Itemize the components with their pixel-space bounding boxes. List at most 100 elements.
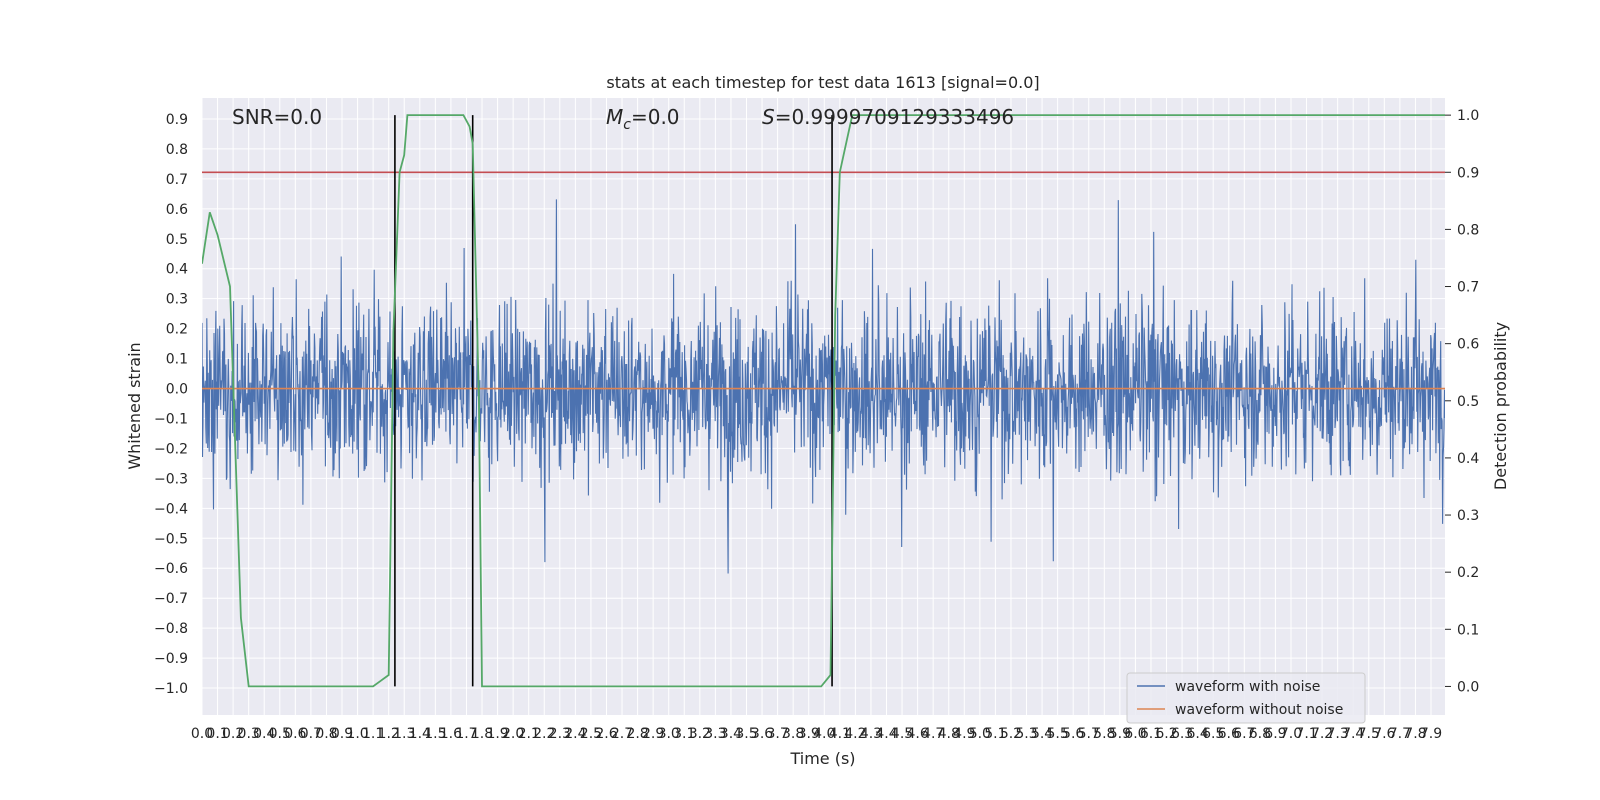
x-tick-label: 1.4 (409, 726, 431, 742)
detection-probability-line (202, 114, 1445, 688)
y-tick-label-right: 0.4 (1457, 451, 1479, 467)
y-tick-label-left: −0.9 (154, 651, 188, 667)
x-tick-label: 6.4 (1187, 726, 1209, 742)
annotation-mc-symbol: M (606, 105, 623, 129)
annotation-snr: SNR=0.0 (232, 105, 322, 129)
x-tick-label: 3.9 (798, 726, 820, 742)
x-tick-label: 0.7 (300, 726, 322, 742)
x-tick-label: 5.5 (1046, 726, 1068, 742)
x-tick-label: 5.8 (1093, 726, 1115, 742)
x-tick-label: 6.1 (1140, 726, 1162, 742)
x-tick-label: 1.8 (471, 726, 493, 742)
x-axis-label: Time (s) (789, 749, 855, 768)
x-tick-label: 1.3 (393, 726, 415, 742)
x-tick-label: 7.6 (1373, 726, 1395, 742)
x-tick-label: 7.9 (1420, 726, 1442, 742)
x-tick-label: 3.3 (704, 726, 726, 742)
y-tick-label-left: −0.2 (154, 441, 188, 457)
x-tick-label: 2.1 (518, 726, 540, 742)
x-tick-label: 5.0 (969, 726, 991, 742)
waveform-with-noise-line (202, 199, 1445, 574)
x-tick-label: 5.1 (984, 726, 1006, 742)
x-tick-label: 1.6 (440, 726, 462, 742)
x-tick-label: 0.8 (315, 726, 337, 742)
x-tick-label: 5.7 (1078, 726, 1100, 742)
x-tick-label: 6.9 (1264, 726, 1286, 742)
y-ticks-right: 0.0 0.1 0.2 0.3 0.4 0.5 0.6 0.7 0.8 0.9 1.0 (1445, 108, 1479, 695)
x-tick-label: 5.4 (1031, 726, 1053, 742)
y-tick-label-right: 0.0 (1457, 679, 1479, 695)
x-tick-label: 4.1 (829, 726, 851, 742)
annotation-mc-value: =0.0 (631, 105, 680, 129)
x-tick-label: 0.9 (331, 726, 353, 742)
legend-label-waveform-without-noise: waveform without noise (1175, 702, 1343, 718)
x-tick-label: 0.4 (253, 726, 275, 742)
x-tick-label: 0.2 (222, 726, 244, 742)
x-tick-label: 1.1 (362, 726, 384, 742)
x-tick-label: 3.8 (782, 726, 804, 742)
chart-title: stats at each timestep for test data 161… (606, 73, 1039, 92)
x-tick-label: 3.6 (751, 726, 773, 742)
x-tick-labels: 0.00.10.20.30.40.50.60.70.80.91.01.11.21… (191, 726, 1442, 742)
x-tick-label: 0.5 (269, 726, 291, 742)
x-tick-label: 7.7 (1389, 726, 1411, 742)
y-tick-label-left: −1.0 (154, 681, 188, 697)
y-tick-label-left: 0.3 (166, 292, 188, 308)
x-tick-label: 4.2 (844, 726, 866, 742)
x-tick-label: 7.2 (1311, 726, 1333, 742)
x-tick-label: 2.9 (642, 726, 664, 742)
y-tick-label-left: −0.8 (154, 621, 188, 637)
overlay-lines (202, 114, 1445, 688)
annotation-s-symbol: S (762, 105, 775, 129)
x-tick-label: 2.3 (549, 726, 571, 742)
x-tick-label: 2.7 (611, 726, 633, 742)
x-tick-label: 0.0 (191, 726, 213, 742)
x-tick-label: 3.1 (673, 726, 695, 742)
annotation-mc-subscript: c (623, 117, 631, 133)
x-tick-label: 5.2 (1000, 726, 1022, 742)
y-tick-label-left: 0.8 (166, 142, 188, 158)
x-tick-label: 7.0 (1280, 726, 1302, 742)
x-tick-label: 0.1 (206, 726, 228, 742)
y-tick-label-left: 0.7 (166, 172, 188, 188)
x-tick-label: 0.6 (284, 726, 306, 742)
x-tick-label: 1.2 (378, 726, 400, 742)
x-tick-label: 4.7 (922, 726, 944, 742)
y-tick-label-left: −0.5 (154, 531, 188, 547)
series-waveform-with-noise (202, 199, 1445, 574)
annotation-mc: Mc=0.0 (606, 105, 680, 133)
x-tick-label: 7.4 (1342, 726, 1364, 742)
x-tick-label: 2.0 (502, 726, 524, 742)
y-tick-label-right: 0.6 (1457, 337, 1479, 353)
y-tick-label-left: 0.4 (166, 262, 188, 278)
x-tick-label: 3.4 (720, 726, 742, 742)
x-tick-label: 2.5 (580, 726, 602, 742)
x-tick-label: 4.9 (953, 726, 975, 742)
x-tick-label: 3.0 (658, 726, 680, 742)
y-tick-label-left: −0.1 (154, 411, 188, 427)
y-tick-labels-left: −1.0 −0.9 −0.8 −0.7 −0.6 −0.5 −0.4 −0.3 −0.2 −0.1… (154, 112, 188, 697)
x-tick-label: 7.8 (1404, 726, 1426, 742)
x-tick-label: 2.4 (564, 726, 586, 742)
y-tick-label-left: 0.5 (166, 232, 188, 248)
x-tick-label: 2.2 (533, 726, 555, 742)
y-tick-label-left: −0.3 (154, 471, 188, 487)
x-tick-label: 6.2 (1155, 726, 1177, 742)
legend: waveform with noise waveform without noi… (1126, 672, 1366, 724)
x-tick-label: 7.5 (1358, 726, 1380, 742)
y-tick-label-right: 0.7 (1457, 280, 1479, 296)
y-axis-label-right: Detection probability (1491, 322, 1510, 490)
x-tick-label: 4.4 (875, 726, 897, 742)
x-tick-label: 4.6 (906, 726, 928, 742)
y-axis-label-left: Whitened strain (125, 342, 144, 469)
x-tick-label: 6.3 (1171, 726, 1193, 742)
annotation-s: S=0.9999709129333496 (762, 105, 1014, 129)
legend-label-waveform-with-noise: waveform with noise (1175, 679, 1320, 695)
y-tick-label-left: −0.6 (154, 561, 188, 577)
y-tick-label-right: 1.0 (1457, 108, 1479, 124)
y-tick-label-left: −0.7 (154, 591, 188, 607)
annotation-s-value: =0.9999709129333496 (775, 105, 1014, 129)
x-tick-label: 5.3 (1015, 726, 1037, 742)
